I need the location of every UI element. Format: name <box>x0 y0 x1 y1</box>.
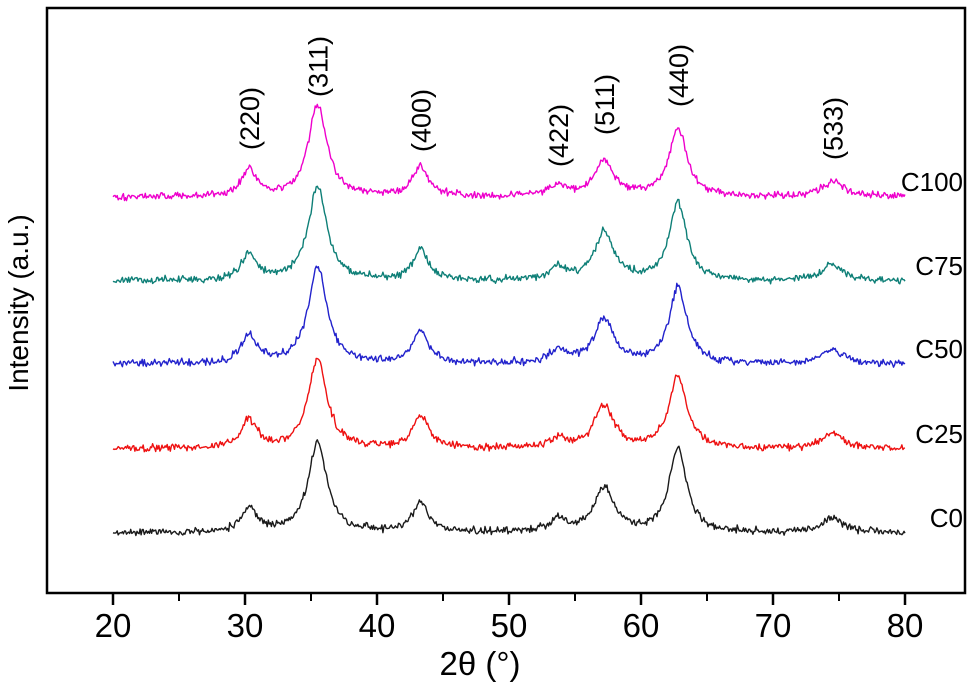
xrd-curve-C50 <box>112 265 906 368</box>
series-label-C50: C50 <box>915 334 963 364</box>
x-axis-title: 2θ (°) <box>439 645 521 682</box>
x-tick-label: 80 <box>887 607 924 644</box>
series-label-C0: C0 <box>930 503 963 533</box>
plot-frame <box>45 6 967 595</box>
series-label-C75: C75 <box>915 251 963 281</box>
peak-label-311: (311) <box>304 36 334 97</box>
series-label-C100: C100 <box>901 167 963 197</box>
peak-label-440: (440) <box>664 44 694 107</box>
peak-label-220: (220) <box>235 87 265 150</box>
x-tick-label: 30 <box>227 607 264 644</box>
peak-label-511: (511) <box>590 74 620 135</box>
x-tick-label: 50 <box>491 607 528 644</box>
xrd-curve-C25 <box>112 357 906 453</box>
series-label-C25: C25 <box>915 419 963 449</box>
peak-label-533: (533) <box>818 97 848 160</box>
xrd-curve-C0 <box>112 439 906 537</box>
x-tick-label: 40 <box>359 607 396 644</box>
xrd-curve-C75 <box>112 185 906 285</box>
x-tick-label: 20 <box>95 607 132 644</box>
xrd-curve-C100 <box>112 103 906 202</box>
peak-label-400: (400) <box>407 89 437 152</box>
x-tick-label: 70 <box>755 607 792 644</box>
peak-label-422: (422) <box>544 104 574 167</box>
x-tick-label: 60 <box>623 607 660 644</box>
y-axis-title: Intensity (a.u.) <box>3 214 34 392</box>
